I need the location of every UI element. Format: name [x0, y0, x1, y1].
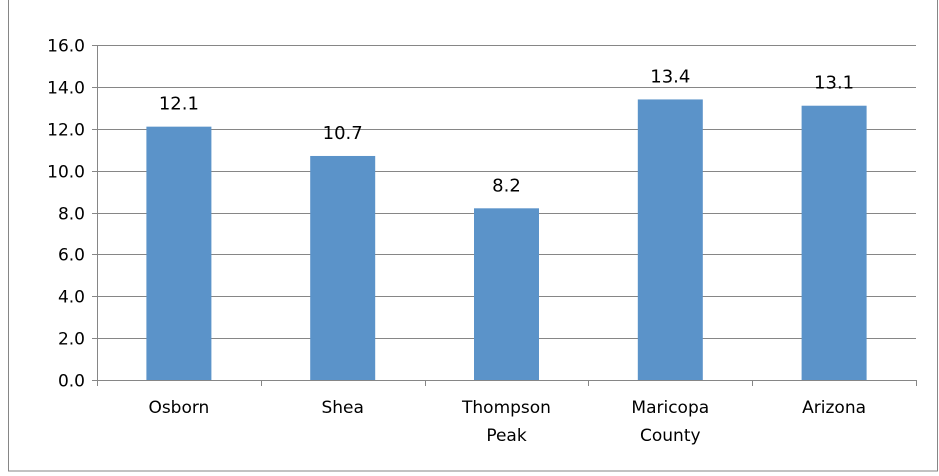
bars — [146, 99, 867, 380]
x-category-label: Peak — [486, 426, 527, 446]
y-tick-label: 4.0 — [58, 288, 85, 308]
y-tick-label: 12.0 — [47, 121, 85, 141]
bar — [637, 99, 703, 380]
x-category-label: Shea — [321, 398, 363, 418]
y-tick-label: 8.0 — [58, 205, 85, 225]
y-tick-label: 16.0 — [47, 37, 85, 57]
bar — [310, 155, 376, 380]
y-tick-label: 10.0 — [47, 163, 85, 183]
data-label: 12.1 — [159, 94, 199, 115]
bar — [474, 208, 539, 380]
x-category-label: Osborn — [148, 398, 209, 418]
x-category-label: County — [640, 426, 701, 446]
axes — [92, 45, 917, 386]
x-category-label: Thompson — [461, 398, 551, 418]
data-label: 10.7 — [323, 123, 363, 144]
x-category-label: Maricopa — [631, 398, 709, 418]
y-tick-label: 2.0 — [58, 330, 85, 350]
data-label: 8.2 — [492, 175, 521, 196]
data-label: 13.4 — [650, 66, 690, 87]
bar — [146, 126, 212, 380]
x-category-label: Arizona — [802, 398, 866, 418]
y-tick-label: 14.0 — [47, 79, 85, 99]
bar — [801, 105, 867, 380]
y-tick-label: 6.0 — [58, 246, 85, 266]
data-label: 13.1 — [814, 73, 854, 94]
y-tick-label: 0.0 — [58, 372, 85, 392]
labels: 0.0 2.0 4.0 6.0 8.0 10.0 12.0 14.0 16.0 12.1 Osbor… — [47, 37, 866, 447]
